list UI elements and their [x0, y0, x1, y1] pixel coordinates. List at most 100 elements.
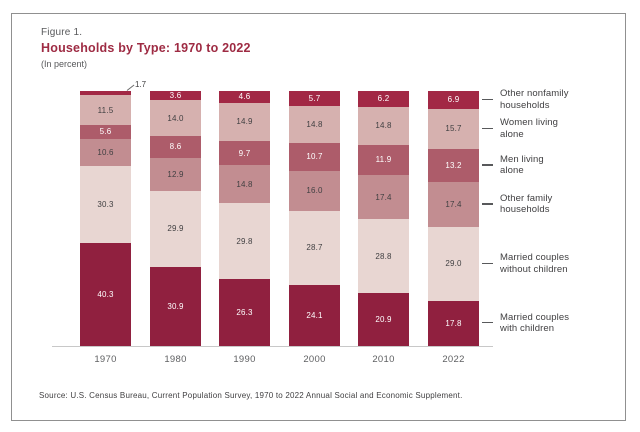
segment: 30.9 [150, 267, 201, 346]
legend-label: Other nonfamily households [500, 88, 569, 111]
x-axis-line [52, 346, 493, 347]
bar-1980: 30.9 29.9 12.9 8.6 14.0 3.6 [150, 91, 201, 346]
callout-leader-line [126, 84, 135, 91]
segment-value-label: 9.7 [238, 148, 251, 158]
segment-value-label: 26.3 [236, 308, 253, 317]
segment: 30.3 [80, 166, 131, 244]
segment: 26.3 [219, 279, 270, 346]
segment-value-label: 10.7 [306, 152, 323, 162]
callout-value-label: 1.7 [135, 80, 147, 89]
segment-value-label: 30.3 [97, 200, 114, 210]
segment: 28.7 [289, 211, 340, 285]
segment-value-label: 5.7 [308, 93, 321, 103]
segment-value-label: 8.6 [169, 142, 182, 152]
segment-value-label: 11.5 [97, 105, 114, 115]
segment-value-label: 14.8 [306, 119, 323, 129]
segment: 17.4 [428, 182, 479, 227]
figure-number: Figure 1. [41, 27, 83, 38]
legend-label: Women living alone [500, 117, 559, 140]
segment: 6.2 [358, 91, 409, 107]
segment: 14.9 [219, 102, 270, 141]
segment: 9.7 [219, 140, 270, 166]
segment-value-label: 14.8 [375, 121, 392, 131]
segment: 5.7 [289, 91, 340, 106]
figure-title: Households by Type: 1970 to 2022 [41, 41, 251, 55]
segment: 14.8 [358, 106, 409, 145]
segment-value-label: 29.8 [236, 236, 253, 246]
segment-value-label: 11.9 [375, 155, 392, 165]
legend-leader-dash [482, 164, 493, 166]
segment: 5.6 [80, 124, 131, 139]
segment-value-label: 10.6 [97, 147, 114, 157]
segment-value-label: 28.7 [306, 243, 323, 253]
segment: 40.3 [80, 243, 131, 346]
segment: 15.7 [428, 108, 479, 149]
segment-value-label: 17.4 [375, 192, 392, 202]
bar-1990: 26.3 29.8 14.8 9.7 14.9 4.6 [219, 91, 270, 346]
legend-leader-dash [482, 262, 493, 264]
segment-value-label: 24.1 [306, 310, 323, 320]
segment-value-label: 28.8 [375, 251, 392, 261]
segment: 13.2 [428, 148, 479, 183]
segment: 10.7 [289, 143, 340, 171]
segment: 16.0 [289, 170, 340, 212]
legend-label: Married couples without children [500, 252, 570, 275]
stacked-bar-chart: 1.7 40.3 30.3 10.6 5.6 11.5 1970 30.9 29.9 12.9 8.… [12, 14, 627, 422]
segment: 4.6 [219, 91, 270, 103]
bar-1970: 40.3 30.3 10.6 5.6 11.5 [80, 91, 131, 346]
figure-card: Figure 1. Households by Type: 1970 to 20… [11, 13, 626, 421]
segment-value-label: 29.0 [445, 259, 462, 269]
segment-value-label: 20.9 [375, 314, 392, 324]
legend-leader-dash [482, 203, 493, 205]
segment-value-label: 14.9 [236, 117, 253, 127]
bar-2010: 20.9 28.8 17.4 11.9 14.8 6.2 [358, 91, 409, 346]
segment: 10.6 [80, 138, 131, 166]
segment-value-label: 4.6 [238, 92, 251, 102]
figure-header: Figure 1. Households by Type: 1970 to 20… [41, 27, 251, 69]
segment: 28.8 [358, 219, 409, 293]
segment: 3.6 [150, 91, 201, 101]
segment: 11.5 [80, 95, 131, 125]
bar-2022: 17.8 29.0 17.4 13.2 15.7 6.9 [428, 91, 479, 346]
source-note: Source: U.S. Census Bureau, Current Popu… [39, 391, 463, 400]
segment: 14.8 [289, 105, 340, 144]
legend-label: Men living alone [500, 153, 544, 177]
segment: 24.1 [289, 284, 340, 346]
segment: 17.8 [428, 300, 479, 346]
x-axis-label-2010: 2010 [372, 354, 395, 365]
segment-value-label: 17.8 [445, 318, 462, 328]
x-axis-label-2000: 2000 [303, 354, 326, 365]
segment-value-label: 14.0 [167, 113, 184, 123]
segment: 14.0 [150, 100, 201, 136]
x-axis-label-2022: 2022 [442, 354, 465, 365]
x-axis-label-1990: 1990 [233, 354, 256, 365]
segment-value-label: 14.8 [236, 179, 253, 189]
segment-value-label: 13.2 [445, 160, 462, 170]
segment: 8.6 [150, 135, 201, 158]
segment-value-label: 17.4 [445, 199, 462, 209]
x-axis-label-1980: 1980 [164, 354, 187, 365]
segment: 29.8 [219, 203, 270, 280]
segment-value-label: 16.0 [306, 186, 323, 196]
segment: 20.9 [358, 292, 409, 346]
segment [80, 91, 131, 96]
segment-value-label: 15.7 [445, 124, 462, 134]
x-axis-label-1970: 1970 [94, 354, 117, 365]
segment: 17.4 [358, 174, 409, 220]
segment-value-label: 6.2 [377, 94, 390, 104]
segment: 14.8 [219, 165, 270, 204]
segment-value-label: 40.3 [97, 290, 114, 300]
legend-leader-dash [482, 322, 493, 324]
bar-2000: 24.1 28.7 16.0 10.7 14.8 5.7 [289, 91, 340, 346]
segment-value-label: 6.9 [447, 95, 460, 105]
segment-value-label: 29.9 [167, 224, 184, 234]
segment-value-label: 3.6 [169, 91, 182, 101]
segment-value-label: 30.9 [167, 302, 184, 312]
legend-label: Married couples with children [500, 311, 570, 335]
legend-leader-dash [482, 127, 493, 129]
legend-leader-dash [482, 98, 493, 100]
segment: 12.9 [150, 157, 201, 191]
segment-value-label: 5.6 [99, 127, 112, 137]
segment: 11.9 [358, 144, 409, 175]
legend-label: Other family households [500, 192, 553, 216]
